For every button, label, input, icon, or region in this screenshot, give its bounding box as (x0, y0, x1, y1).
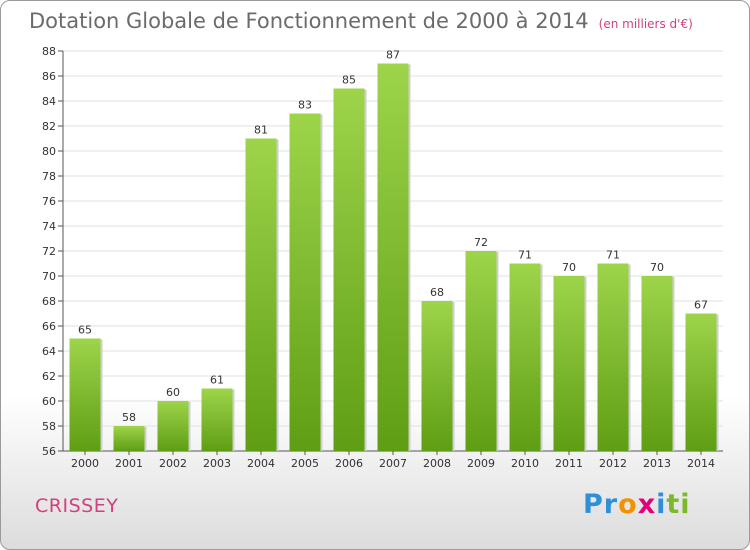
logo-letter: r (603, 489, 619, 520)
value-label-2001: 58 (122, 411, 136, 424)
y-tick-label: 56 (42, 445, 56, 458)
bars (69, 63, 719, 451)
x-tick-label-2013: 2013 (643, 457, 671, 470)
y-tick-label: 70 (42, 270, 56, 283)
x-tick-label-2011: 2011 (555, 457, 583, 470)
bar-2014 (685, 313, 717, 451)
y-tick-label: 64 (42, 345, 56, 358)
bar-2006 (333, 88, 365, 451)
x-tick-label-2002: 2002 (159, 457, 187, 470)
bar-2005 (289, 113, 321, 451)
x-tick-label-2010: 2010 (511, 457, 539, 470)
bar-2000 (69, 338, 101, 451)
value-label-2003: 61 (210, 374, 224, 387)
bar-2001 (113, 426, 145, 451)
bar-2009 (465, 251, 497, 451)
y-tick-label: 82 (42, 120, 56, 133)
y-tick-label: 80 (42, 145, 56, 158)
x-tick-label-2014: 2014 (687, 457, 715, 470)
value-label-2012: 71 (606, 249, 620, 262)
x-tick-label-2001: 2001 (115, 457, 143, 470)
x-tick-label-2004: 2004 (247, 457, 275, 470)
x-tick-label-2006: 2006 (335, 457, 363, 470)
value-label-2005: 83 (298, 99, 312, 112)
value-label-2004: 81 (254, 124, 268, 137)
bar-2012 (597, 263, 629, 451)
y-tick-label: 66 (42, 320, 56, 333)
logo-letter: i (656, 489, 667, 520)
bar-2002 (157, 401, 189, 451)
value-label-2002: 60 (166, 386, 180, 399)
bar-chart: 56 58 60 62 64 66 68 70 72 74 76 78 80 82 84 86 88 65 2000… (42, 45, 723, 470)
logo-letter: o (618, 489, 638, 520)
y-tick-label: 84 (42, 95, 56, 108)
y-tick-label: 86 (42, 70, 56, 83)
city-name: CRISSEY (35, 495, 119, 517)
bar-2004 (245, 138, 277, 451)
bar-2003 (201, 388, 233, 451)
bar-2007 (377, 63, 409, 451)
value-label-2006: 85 (342, 74, 356, 87)
y-tick-label: 60 (42, 395, 56, 408)
value-label-2011: 70 (562, 261, 576, 274)
chart-title: Dotation Globale de Fonctionnement de 20… (29, 9, 693, 33)
y-tick-label: 76 (42, 195, 56, 208)
value-label-2009: 72 (474, 236, 488, 249)
x-tick-label-2003: 2003 (203, 457, 231, 470)
y-tick-label: 88 (42, 45, 56, 58)
chart-unit: (en milliers d'€) (598, 17, 693, 31)
bar-2011 (553, 276, 585, 451)
value-label-2000: 65 (78, 324, 92, 337)
y-tick-label: 78 (42, 170, 56, 183)
logo-letter: x (637, 489, 657, 520)
logo-letter: t (666, 489, 681, 520)
value-label-2013: 70 (650, 261, 664, 274)
y-tick-label: 62 (42, 370, 56, 383)
bar-2010 (509, 263, 541, 451)
bar-2013 (641, 276, 673, 451)
value-label-2007: 87 (386, 49, 400, 62)
bar-2008 (421, 301, 453, 451)
value-label-2008: 68 (430, 286, 444, 299)
value-label-2010: 71 (518, 249, 532, 262)
x-tick-label-2005: 2005 (291, 457, 319, 470)
x-tick-label-2012: 2012 (599, 457, 627, 470)
x-tick-label-2009: 2009 (467, 457, 495, 470)
logo-letter: P (583, 489, 604, 520)
y-tick-label: 74 (42, 220, 56, 233)
proxiti-logo: Proxiti (583, 489, 691, 520)
logo-letter: i (680, 489, 691, 520)
value-label-2014: 67 (694, 299, 708, 312)
labels: 56 58 60 62 64 66 68 70 72 74 76 78 80 82 84 86 88 65 2000… (42, 45, 715, 470)
x-tick-label-2007: 2007 (379, 457, 407, 470)
x-tick-label-2000: 2000 (71, 457, 99, 470)
x-tick-label-2008: 2008 (423, 457, 451, 470)
y-tick-label: 58 (42, 420, 56, 433)
y-tick-label: 68 (42, 295, 56, 308)
chart-title-text: Dotation Globale de Fonctionnement de 20… (29, 9, 589, 33)
y-tick-label: 72 (42, 245, 56, 258)
